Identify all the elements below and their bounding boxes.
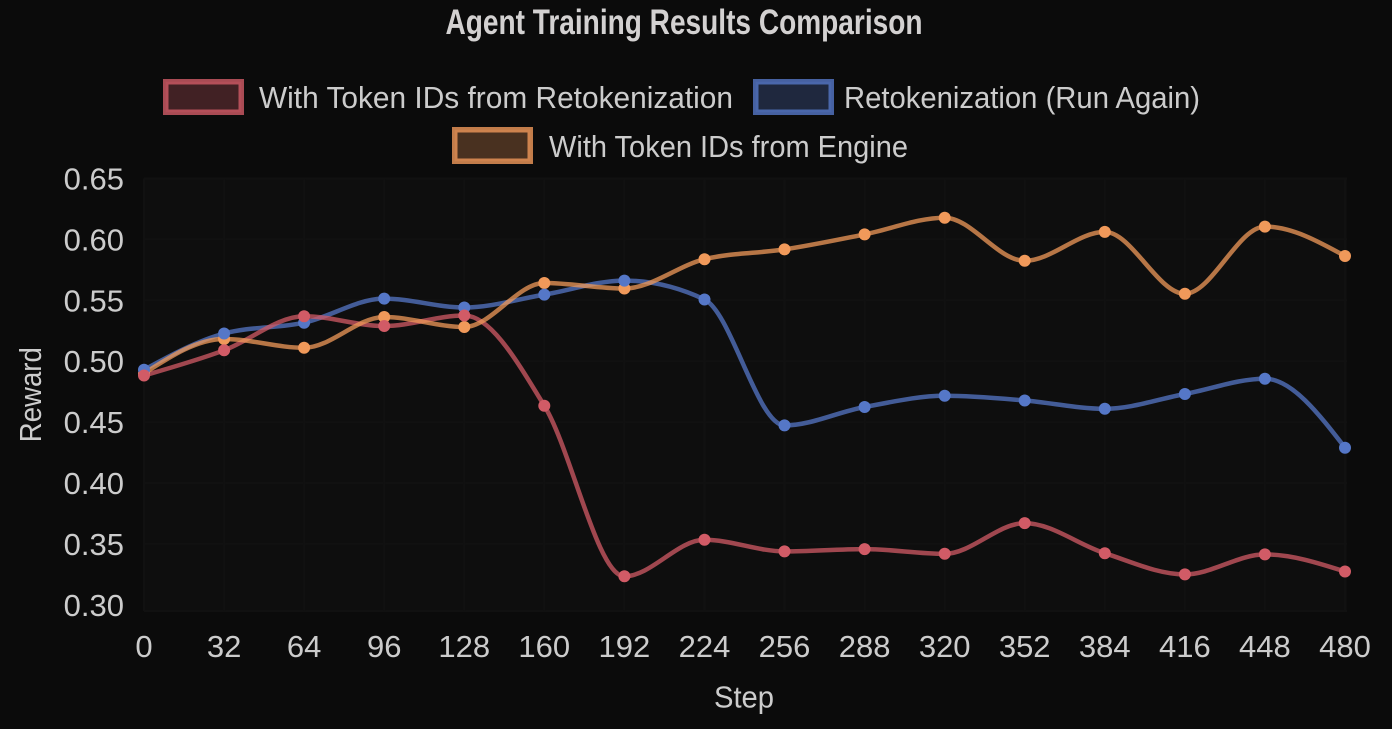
svg-text:320: 320 [919,629,971,664]
svg-text:Agent Training Results Compari: Agent Training Results Comparison [446,3,923,42]
svg-text:224: 224 [679,629,731,664]
svg-text:64: 64 [287,629,321,664]
svg-text:Step: Step [714,680,774,715]
svg-text:0.45: 0.45 [64,405,124,440]
svg-text:Retokenization (Run Again): Retokenization (Run Again) [844,80,1200,115]
svg-text:96: 96 [367,629,401,664]
svg-text:480: 480 [1319,629,1371,664]
svg-text:256: 256 [759,629,811,664]
svg-text:0.55: 0.55 [64,283,124,318]
svg-text:352: 352 [999,629,1051,664]
svg-text:32: 32 [207,629,241,664]
svg-text:0.60: 0.60 [64,222,124,257]
svg-text:0: 0 [135,629,152,664]
svg-text:0.35: 0.35 [64,527,124,562]
svg-text:128: 128 [438,629,490,664]
svg-text:With Token IDs from Retokeniza: With Token IDs from Retokenization [259,80,733,115]
svg-text:With Token IDs from Engine: With Token IDs from Engine [549,129,908,164]
svg-text:448: 448 [1239,629,1291,664]
svg-text:416: 416 [1159,629,1211,664]
svg-text:384: 384 [1079,629,1131,664]
svg-text:0.65: 0.65 [64,162,124,197]
svg-text:0.30: 0.30 [64,588,124,623]
svg-text:160: 160 [518,629,570,664]
svg-text:Reward: Reward [13,347,48,442]
svg-text:288: 288 [839,629,891,664]
svg-text:192: 192 [599,629,651,664]
svg-text:0.40: 0.40 [64,466,124,501]
svg-text:0.50: 0.50 [64,344,124,379]
